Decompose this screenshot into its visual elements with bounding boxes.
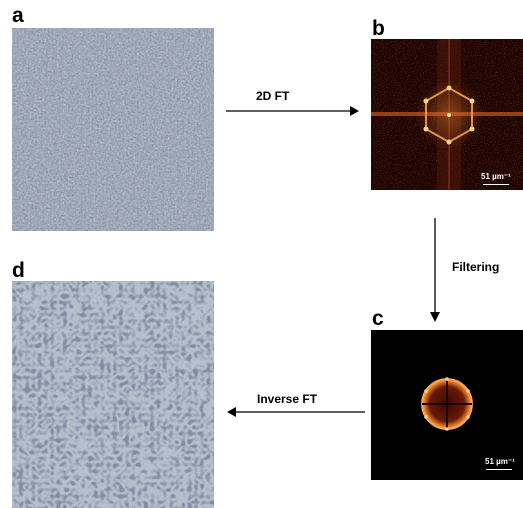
ft-image: 51 µm⁻¹ xyxy=(371,39,523,190)
arrow-forward-icon xyxy=(226,106,359,116)
step-label-filtering: Filtering xyxy=(452,260,500,274)
panel-letter-d: d xyxy=(12,259,25,282)
afm-image-raw xyxy=(12,28,214,231)
panel-letter-c: c xyxy=(372,307,384,330)
arrow-inverse-icon xyxy=(227,407,365,417)
ft-image-svg xyxy=(371,39,523,190)
afm-image-filtered-svg xyxy=(12,281,214,508)
scale-label-b: 51 µm⁻¹ xyxy=(481,172,511,181)
filtered-ft-image-svg xyxy=(371,330,523,480)
scale-label-c: 51 µm⁻¹ xyxy=(485,457,515,466)
step-label-2d-ft: 2D FT xyxy=(256,89,290,103)
scale-bar-b xyxy=(483,184,509,185)
arrow-filter-icon xyxy=(430,218,440,322)
afm-image-filtered xyxy=(12,281,214,508)
step-label-inverse-ft: Inverse FT xyxy=(257,392,318,406)
scale-bar-c xyxy=(486,469,512,470)
panel-letter-a: a xyxy=(12,4,24,27)
panel-letter-b: b xyxy=(372,17,385,40)
afm-image-raw-svg xyxy=(12,28,214,231)
filtered-ft-image: 51 µm⁻¹ xyxy=(371,330,523,480)
